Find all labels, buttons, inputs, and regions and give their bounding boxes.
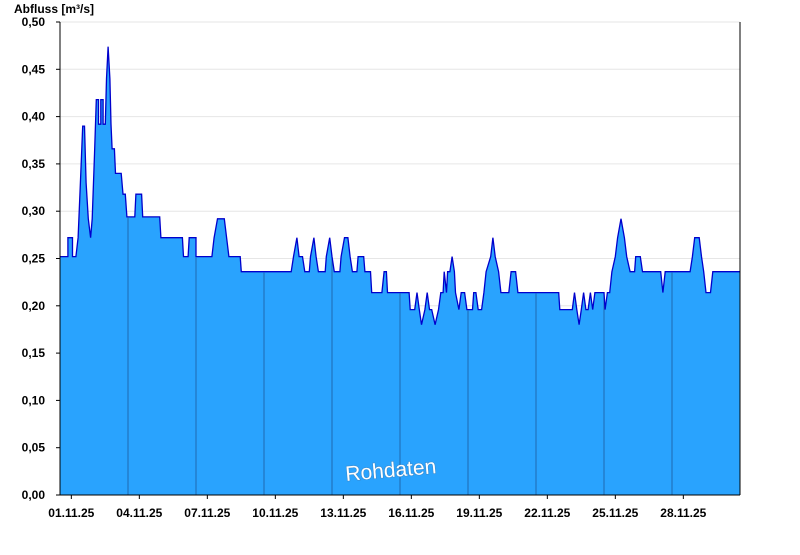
y-tick-label: 0,00 [22, 488, 46, 502]
x-tick-label: 10.11.25 [252, 506, 298, 520]
y-tick-label: 0,45 [22, 62, 46, 76]
discharge-line [60, 46, 740, 325]
x-tick-label: 25.11.25 [592, 506, 638, 520]
x-axis-tick-labels: 01.11.25 04.11.25 07.11.25 10.11.25 13.11.25… [48, 506, 706, 520]
axes [56, 21, 741, 499]
y-tick-label: 0,15 [22, 346, 46, 360]
y-axis-tick-labels: 0,00 0,05 0,10 0,15 0,20 0,25 0,30 0,35 0,40 0,45… [22, 15, 46, 502]
y-tick-label: 0,30 [22, 204, 46, 218]
discharge-area [60, 46, 740, 495]
y-axis-label: Abfluss [m³/s] [14, 2, 94, 16]
y-tick-label: 0,35 [22, 157, 46, 171]
x-tick-label: 07.11.25 [184, 506, 230, 520]
y-tick-label: 0,25 [22, 252, 46, 266]
y-tick-label: 0,50 [22, 15, 46, 29]
x-tick-label: 28.11.25 [660, 506, 706, 520]
y-tick-label: 0,20 [22, 299, 46, 313]
x-tick-label: 22.11.25 [524, 506, 570, 520]
x-tick-label: 04.11.25 [116, 506, 162, 520]
y-tick-label: 0,40 [22, 110, 46, 124]
x-tick-label: 19.11.25 [456, 506, 502, 520]
x-tick-label: 16.11.25 [388, 506, 434, 520]
x-tick-label: 01.11.25 [48, 506, 94, 520]
day-separator-lines [127, 217, 673, 495]
y-tick-label: 0,10 [22, 393, 46, 407]
x-tick-label: 13.11.25 [320, 506, 366, 520]
y-tick-label: 0,05 [22, 441, 46, 455]
